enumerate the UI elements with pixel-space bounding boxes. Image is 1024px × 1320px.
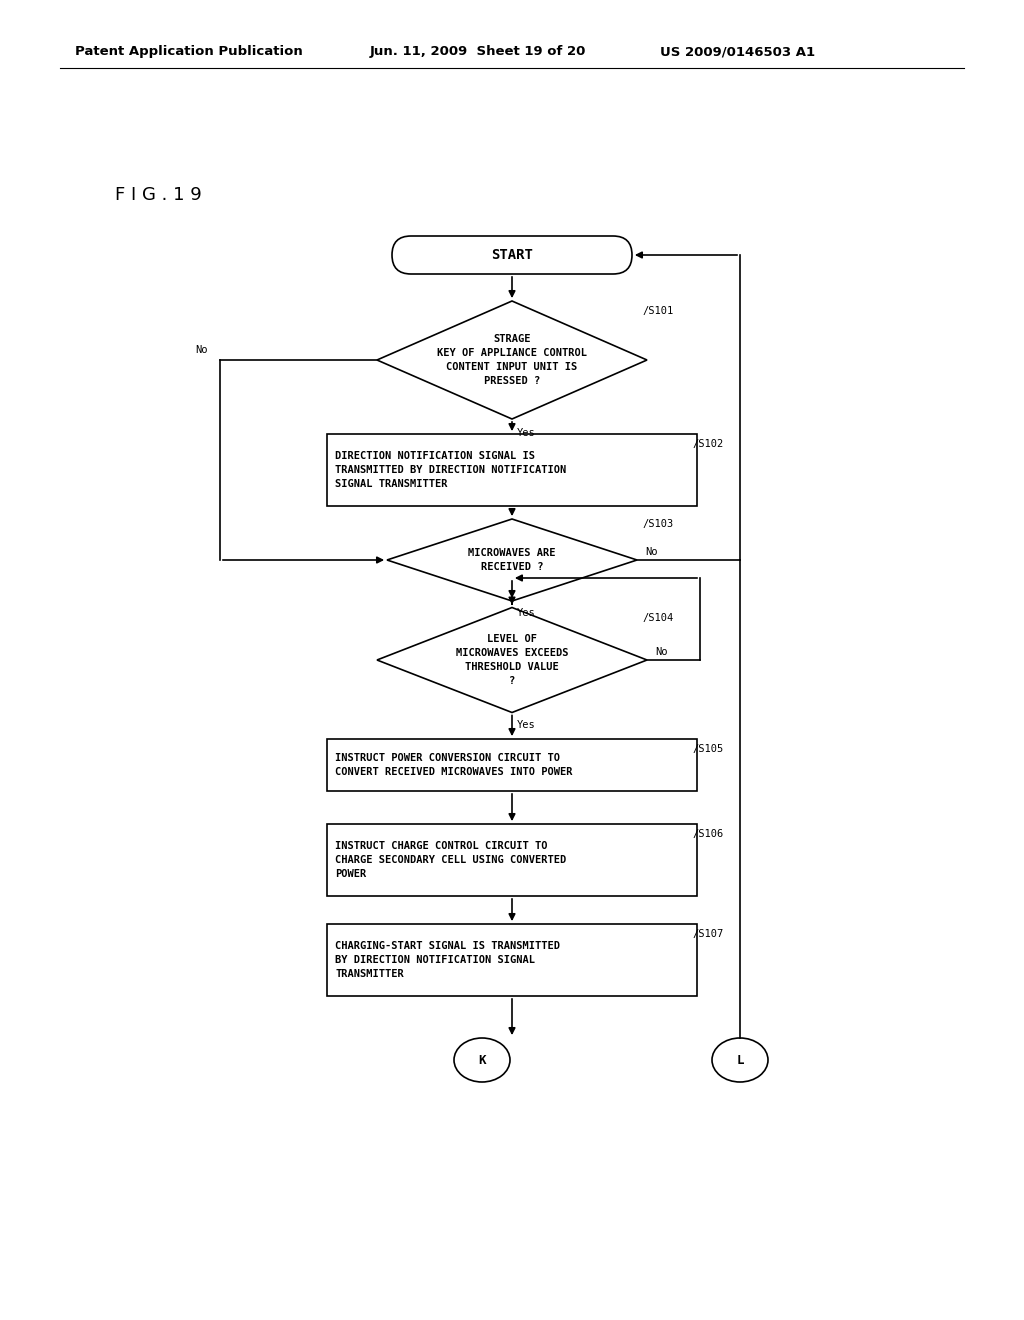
Polygon shape — [387, 519, 637, 601]
Bar — [327, 924, 697, 997]
Text: INSTRUCT POWER CONVERSION CIRCUIT TO
CONVERT RECEIVED MICROWAVES INTO POWER: INSTRUCT POWER CONVERSION CIRCUIT TO CON… — [335, 752, 572, 777]
Text: No: No — [655, 647, 668, 657]
Polygon shape — [377, 301, 647, 418]
Text: /S101: /S101 — [642, 306, 673, 315]
Text: START: START — [492, 248, 532, 261]
Text: /S104: /S104 — [642, 612, 673, 623]
Text: /S106: /S106 — [692, 829, 723, 840]
Text: No: No — [196, 345, 208, 355]
Text: K: K — [478, 1053, 485, 1067]
Text: /S105: /S105 — [692, 744, 723, 754]
Text: INSTRUCT CHARGE CONTROL CIRCUIT TO
CHARGE SECONDARY CELL USING CONVERTED
POWER: INSTRUCT CHARGE CONTROL CIRCUIT TO CHARG… — [335, 841, 566, 879]
Text: /S102: /S102 — [692, 440, 723, 449]
Text: Patent Application Publication: Patent Application Publication — [75, 45, 303, 58]
Text: US 2009/0146503 A1: US 2009/0146503 A1 — [660, 45, 815, 58]
Text: CHARGING-START SIGNAL IS TRANSMITTED
BY DIRECTION NOTIFICATION SIGNAL
TRANSMITTE: CHARGING-START SIGNAL IS TRANSMITTED BY … — [335, 941, 560, 979]
Text: No: No — [645, 546, 657, 557]
Text: Jun. 11, 2009  Sheet 19 of 20: Jun. 11, 2009 Sheet 19 of 20 — [370, 45, 587, 58]
Text: /S103: /S103 — [642, 519, 673, 529]
Ellipse shape — [712, 1038, 768, 1082]
Bar — [327, 434, 697, 506]
Text: Yes: Yes — [517, 428, 536, 438]
Text: LEVEL OF
MICROWAVES EXCEEDS
THRESHOLD VALUE
?: LEVEL OF MICROWAVES EXCEEDS THRESHOLD VA… — [456, 634, 568, 686]
Text: L: L — [736, 1053, 743, 1067]
Text: STRAGE
KEY OF APPLIANCE CONTROL
CONTENT INPUT UNIT IS
PRESSED ?: STRAGE KEY OF APPLIANCE CONTROL CONTENT … — [437, 334, 587, 385]
Ellipse shape — [454, 1038, 510, 1082]
Text: /S107: /S107 — [692, 929, 723, 939]
Polygon shape — [377, 607, 647, 713]
Text: DIRECTION NOTIFICATION SIGNAL IS
TRANSMITTED BY DIRECTION NOTIFICATION
SIGNAL TR: DIRECTION NOTIFICATION SIGNAL IS TRANSMI… — [335, 451, 566, 488]
Text: MICROWAVES ARE
RECEIVED ?: MICROWAVES ARE RECEIVED ? — [468, 548, 556, 572]
Bar — [327, 824, 697, 896]
Bar — [327, 739, 697, 791]
FancyBboxPatch shape — [392, 236, 632, 275]
Text: Yes: Yes — [517, 609, 536, 618]
Text: Yes: Yes — [517, 719, 536, 730]
Text: F I G . 1 9: F I G . 1 9 — [115, 186, 202, 205]
